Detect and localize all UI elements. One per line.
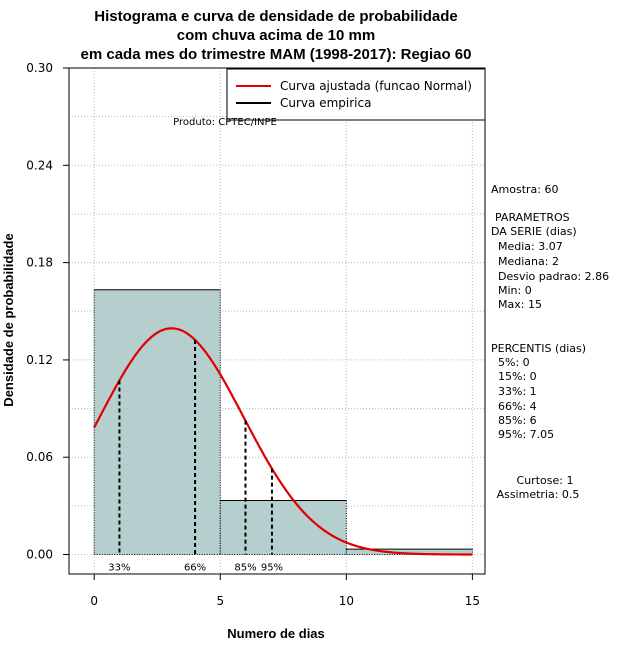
legend-label-empirical: Curva empirica [280,96,371,110]
param-media: Media: 3.07 [498,240,563,253]
y-tick-label: 0.24 [26,158,53,172]
legend: Curva ajustada (funcao Normal) Curva emp… [226,68,486,121]
normal-fit-curve [93,327,473,556]
histogram-bar [220,500,347,555]
params-title-1: PARAMETROS [495,211,570,224]
product-credit: Produto: CPTEC/INPE [173,117,277,128]
param-desvio: Desvio padrao: 2.86 [498,270,609,283]
param-min: Min: 0 [498,284,532,297]
percentil-85: 85%: 6 [498,414,537,427]
percentile-label: 66% [184,563,206,574]
y-tick-label: 0.00 [26,548,53,562]
percentil-5: 5%: 0 [498,356,530,369]
y-tick-label: 0.06 [26,450,53,464]
param-mediana: Mediana: 2 [498,255,559,268]
percentile-label: 95% [261,563,283,574]
histogram-bars [93,289,473,556]
percentil-15: 15%: 0 [498,370,537,383]
x-tick-label: 5 [216,594,224,608]
y-axis: 0.00 0.06 0.12 0.18 0.24 0.30 [26,61,70,562]
percentile-lines: 33% 66% 85% 95% [108,339,283,574]
x-axis: 0 5 10 15 [90,573,480,608]
x-axis-label: Numero de dias [227,626,325,641]
chart-title-line-2: com chuva acima de 10 mm [177,27,375,44]
sample-size: Amostra: 60 [491,183,558,196]
curtose: Curtose: 1 [517,474,574,487]
histogram-bar [94,289,221,555]
y-axis-label: Densidade de probabilidade [1,233,16,406]
percentile-label: 33% [108,563,130,574]
y-tick-label: 0.18 [26,256,53,270]
chart-title-line-1: Histograma e curva de densidade de proba… [94,8,457,25]
percentis-title: PERCENTIS (dias) [491,342,586,355]
x-tick-label: 10 [339,594,354,608]
percentil-66: 66%: 4 [498,400,537,413]
chart-title-line-3: em cada mes do trimestre MAM (1998-2017)… [81,46,472,63]
legend-box [226,68,486,121]
params-title-2: DA SERIE (dias) [491,225,577,238]
x-tick-label: 15 [465,594,480,608]
percentil-95: 95%: 7.05 [498,428,554,441]
histogram-bar [346,549,473,555]
legend-label-fit: Curva ajustada (funcao Normal) [280,79,472,93]
param-max: Max: 15 [498,298,542,311]
y-tick-label: 0.30 [26,61,53,75]
percentile-label: 85% [234,563,256,574]
x-tick-label: 0 [90,594,98,608]
assimetria: Assimetria: 0.5 [497,488,580,501]
percentil-33: 33%: 1 [498,385,537,398]
stats-panel: Amostra: 60 PARAMETROS DA SERIE (dias) M… [491,183,609,501]
y-tick-label: 0.12 [26,353,53,367]
